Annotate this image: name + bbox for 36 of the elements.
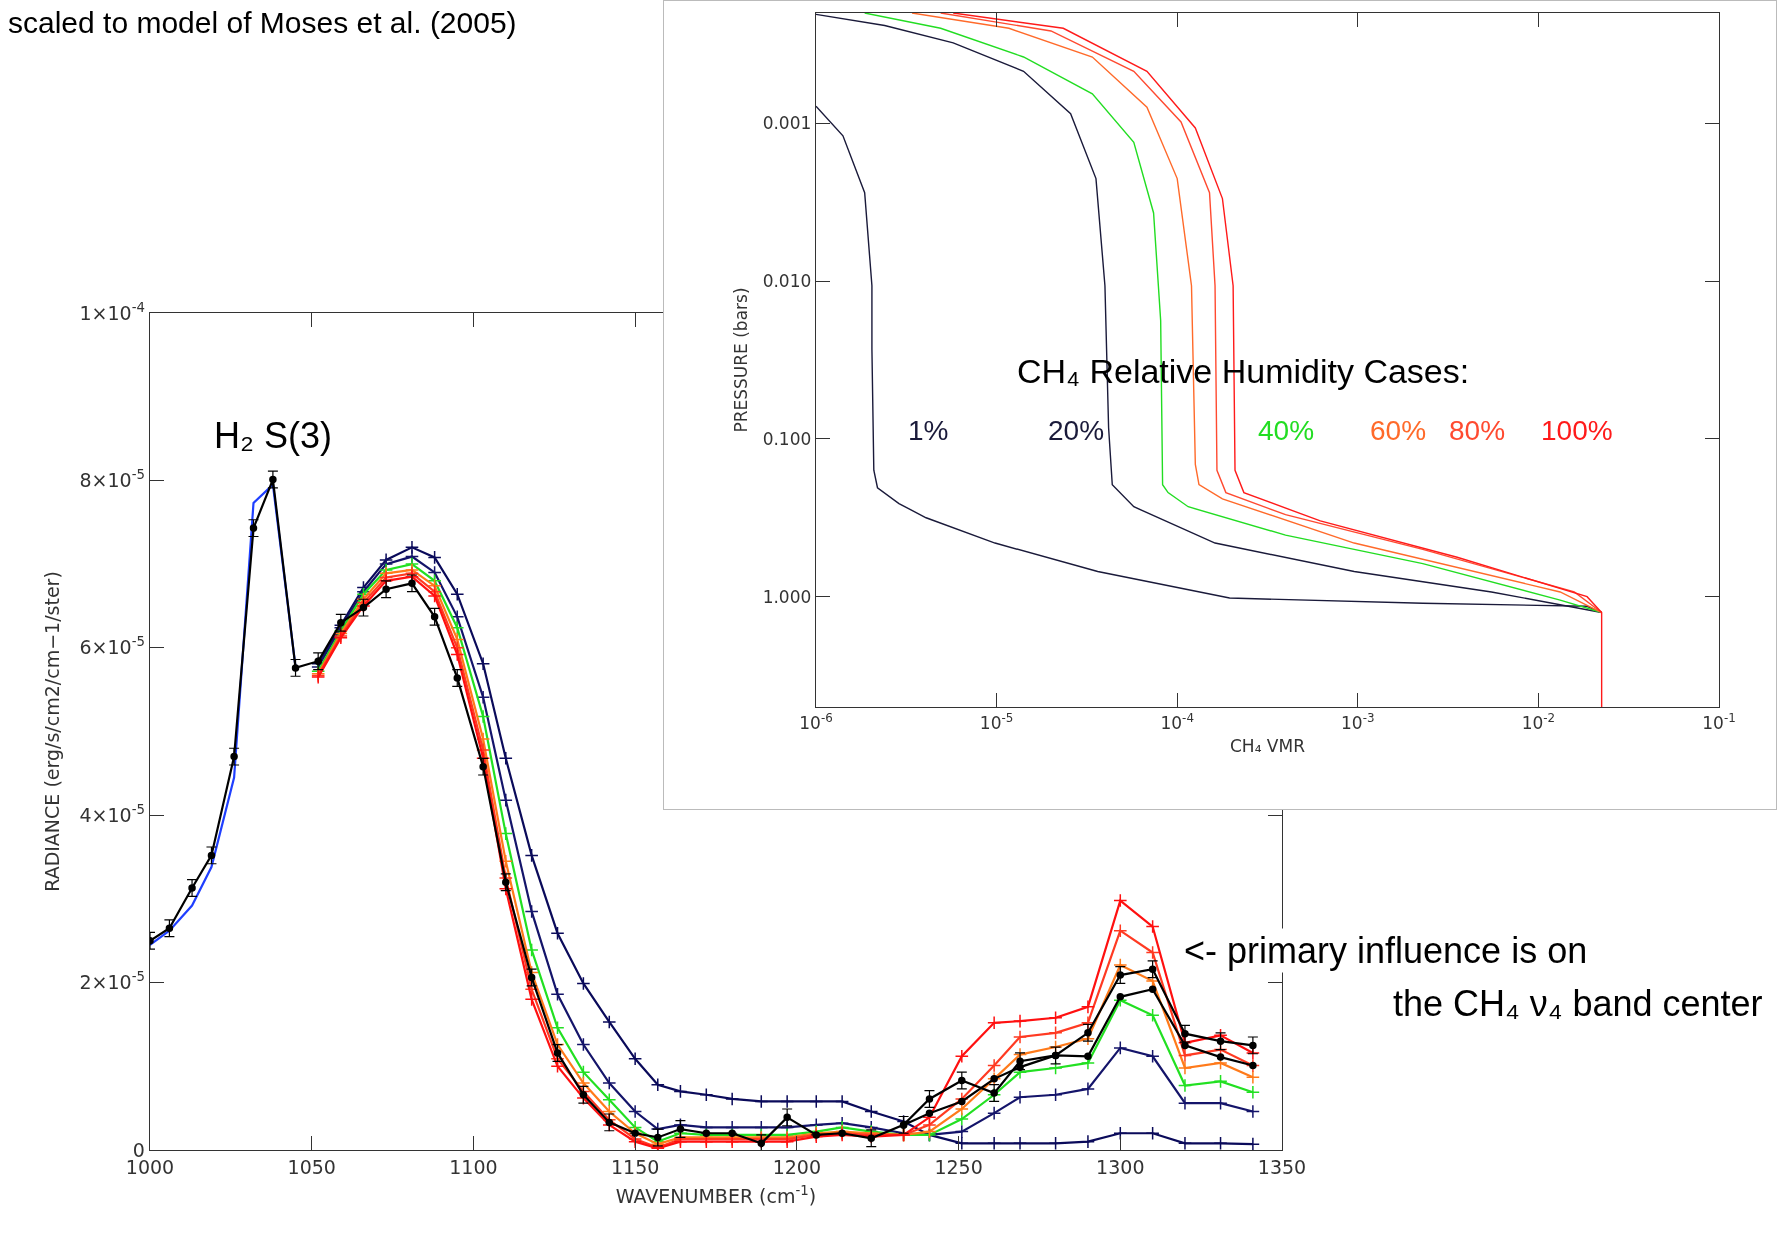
text: 80% xyxy=(1449,415,1506,446)
text: 40% xyxy=(1258,415,1315,446)
y-tick-label: 0.001 xyxy=(762,113,812,134)
x-tick-label: 1150 xyxy=(610,1156,660,1179)
y-tick-label: 1.000 xyxy=(762,586,812,607)
y-tick-label: 0.100 xyxy=(762,428,812,449)
y-tick-label: 8×10$^{-5}$ xyxy=(79,467,145,492)
y-tick-label: 6×10$^{-5}$ xyxy=(79,634,145,659)
x-tick-label: 1200 xyxy=(772,1156,822,1179)
annotation: <- primary influence is on xyxy=(1184,930,1588,971)
text: 100% xyxy=(1541,415,1613,446)
y-tick-label: 4×10$^{-5}$ xyxy=(79,801,145,826)
x-tick-label: 10$^{-2}$ xyxy=(1521,710,1556,733)
x-tick-label: 1050 xyxy=(287,1156,336,1179)
annotation: H₂ S(3) xyxy=(214,415,332,456)
series-label: 1% xyxy=(908,415,949,446)
x-tick-label: 10$^{-4}$ xyxy=(1160,710,1194,733)
x-tick-label: 10$^{-3}$ xyxy=(1341,710,1375,733)
x-tick-label: 10$^{-5}$ xyxy=(979,710,1014,733)
y-axis-title: PRESSURE (bars) xyxy=(731,287,752,433)
x-tick-label: 1350 xyxy=(1257,1156,1307,1179)
text: 60% xyxy=(1370,415,1427,446)
x-tick-label: 10$^{-1}$ xyxy=(1702,710,1736,733)
x-tick-label: 1300 xyxy=(1096,1156,1145,1179)
y-axis-title: RADIANCE (erg/s/cm2/cm−1/ster) xyxy=(41,571,64,892)
y-tick-label: 0.010 xyxy=(762,271,812,292)
text: scaled to model of Moses et al. (2005) xyxy=(8,6,517,39)
text: the CH₄ ν₄ band center xyxy=(1393,983,1763,1024)
x-tick-label: 1100 xyxy=(449,1156,498,1179)
x-tick-label: 10$^{-6}$ xyxy=(799,710,833,733)
x-axis-title: CH₄ VMR xyxy=(1230,735,1306,756)
y-tick-label: 2×10$^{-5}$ xyxy=(79,969,145,994)
y-tick-label: 1×10$^{-4}$ xyxy=(79,299,145,324)
x-axis-title: WAVENUMBER (cm$^{-1}$) xyxy=(615,1182,817,1207)
x-tick-label: 1250 xyxy=(934,1156,983,1179)
series-label: 20% xyxy=(1048,415,1105,446)
